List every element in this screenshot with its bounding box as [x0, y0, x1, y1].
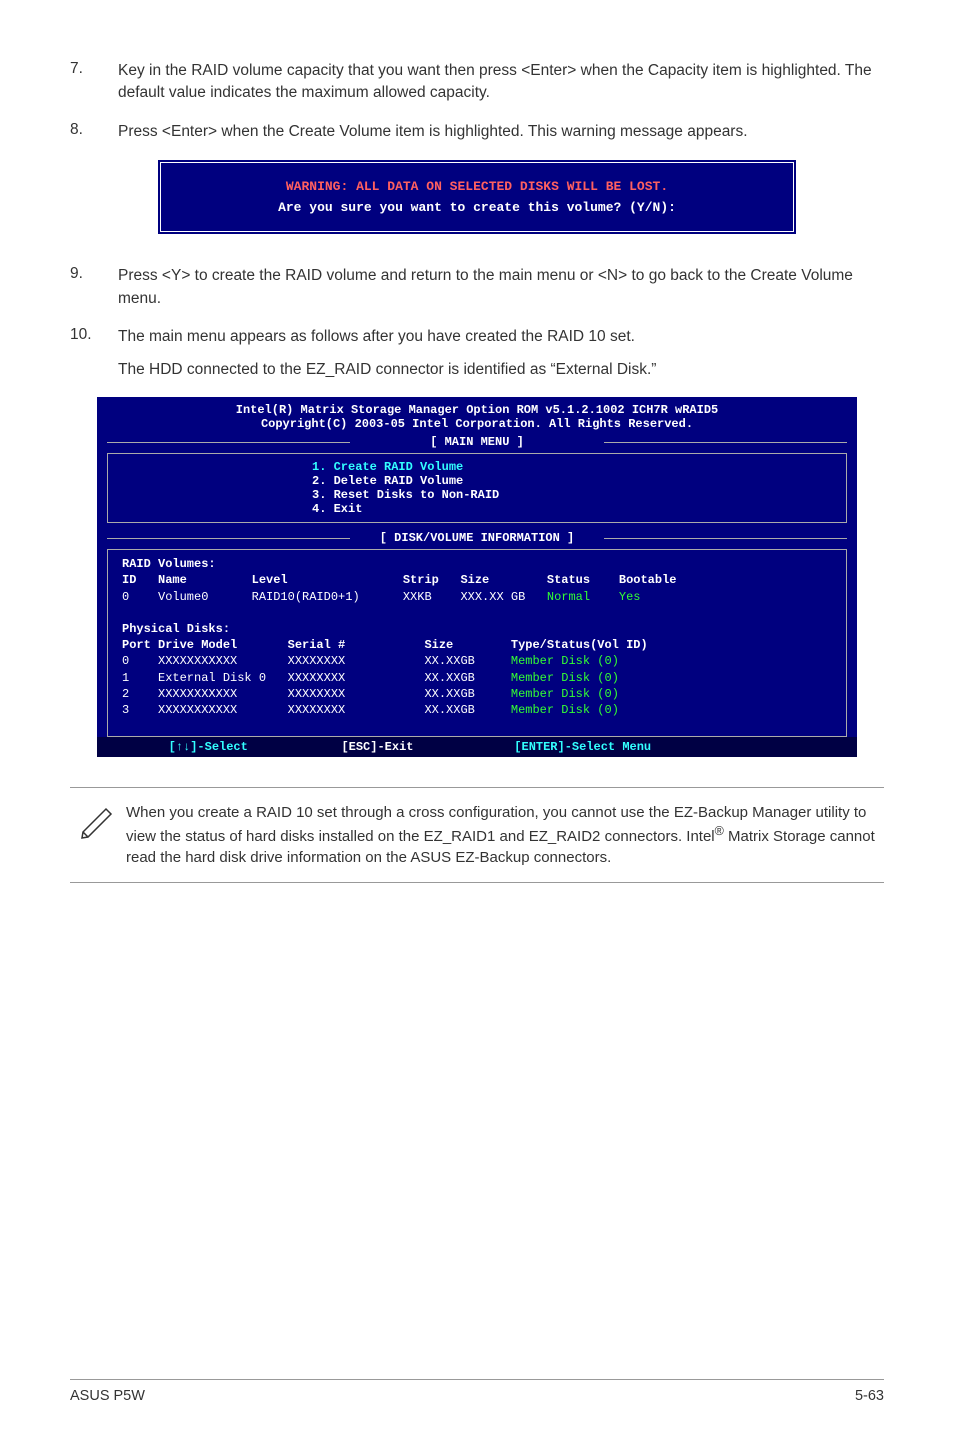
page-footer: ASUS P5W 5-63 [70, 1379, 884, 1404]
disk-info-label: [ DISK/VOLUME INFORMATION ] [97, 531, 857, 545]
step-num: 7. [70, 60, 118, 105]
phys-row-0-g: Member Disk (0) [511, 654, 619, 668]
note-block: When you create a RAID 10 set through a … [70, 787, 884, 883]
phys-disks-header: Physical Disks: [122, 622, 230, 636]
phys-row-3-w: 3 XXXXXXXXXXX XXXXXXXX XX.XXGB [122, 703, 511, 717]
phys-row-3-g: Member Disk (0) [511, 703, 619, 717]
phys-row-1-w: 1 External Disk 0 XXXXXXXX XX.XXGB [122, 671, 511, 685]
bios-disk-info: RAID Volumes: ID Name Level Strip Size S… [107, 549, 847, 737]
foot-enter-text: [ENTER]-Select Menu [514, 740, 651, 754]
volume-row-green: Normal Yes [547, 590, 641, 604]
foot-esc-text: [ESC]-Exit [341, 740, 413, 754]
step-num: 10. [70, 326, 118, 381]
footer-right: 5-63 [855, 1388, 884, 1404]
step-10: 10. The main menu appears as follows aft… [70, 326, 884, 381]
step-text: Press <Y> to create the RAID volume and … [118, 265, 884, 310]
bios-title-1: Intel(R) Matrix Storage Manager Option R… [97, 403, 857, 417]
main-menu-label: [ MAIN MENU ] [97, 435, 857, 449]
warning-red-text: WARNING: ALL DATA ON SELECTED DISKS WILL… [185, 179, 769, 194]
step-num: 9. [70, 265, 118, 310]
bios-main-menu: 1. Create RAID Volume 2. Delete RAID Vol… [107, 453, 847, 523]
warning-prompt-text: Are you sure you want to create this vol… [185, 200, 769, 215]
phys-columns: Port Drive Model Serial # Size Type/Stat… [122, 638, 648, 652]
menu-item-delete: 2. Delete RAID Volume [312, 474, 832, 488]
step-8: 8. Press <Enter> when the Create Volume … [70, 121, 884, 143]
note-text: When you create a RAID 10 set through a … [126, 802, 884, 868]
volume-row-white: 0 Volume0 RAID10(RAID0+1) XXKB XXX.XX GB [122, 590, 547, 604]
raid-volumes-header: RAID Volumes: [122, 557, 216, 571]
volume-columns: ID Name Level Strip Size Status Bootable [122, 573, 677, 587]
footer-left: ASUS P5W [70, 1388, 145, 1404]
phys-row-0-w: 0 XXXXXXXXXXX XXXXXXXX XX.XXGB [122, 654, 511, 668]
bios-footer: [↑↓]-Select [ESC]-Exit [ENTER]-Select Me… [97, 737, 857, 757]
step-num: 8. [70, 121, 118, 143]
step-text: Key in the RAID volume capacity that you… [118, 60, 884, 105]
step-7: 7. Key in the RAID volume capacity that … [70, 60, 884, 105]
phys-row-2-g: Member Disk (0) [511, 687, 619, 701]
step-text: The main menu appears as follows after y… [118, 326, 884, 381]
step-10-p2: The HDD connected to the EZ_RAID connect… [118, 359, 884, 381]
note-reg-mark: ® [715, 824, 724, 838]
step-9: 9. Press <Y> to create the RAID volume a… [70, 265, 884, 310]
phys-row-1-g: Member Disk (0) [511, 671, 619, 685]
step-10-p1: The main menu appears as follows after y… [118, 326, 884, 348]
menu-item-reset: 3. Reset Disks to Non-RAID [312, 488, 832, 502]
step-text: Press <Enter> when the Create Volume ite… [118, 121, 884, 143]
bios-title-2: Copyright(C) 2003-05 Intel Corporation. … [97, 417, 857, 431]
foot-select [111, 740, 169, 754]
menu-item-exit: 4. Exit [312, 502, 832, 516]
note-pencil-icon [70, 802, 126, 848]
bios-warning-box: WARNING: ALL DATA ON SELECTED DISKS WILL… [157, 159, 797, 235]
menu-item-create: 1. Create RAID Volume [312, 460, 832, 474]
foot-select-text: [↑↓]-Select [169, 740, 248, 754]
phys-row-2-w: 2 XXXXXXXXXXX XXXXXXXX XX.XXGB [122, 687, 511, 701]
bios-main-screenshot: Intel(R) Matrix Storage Manager Option R… [97, 397, 857, 757]
